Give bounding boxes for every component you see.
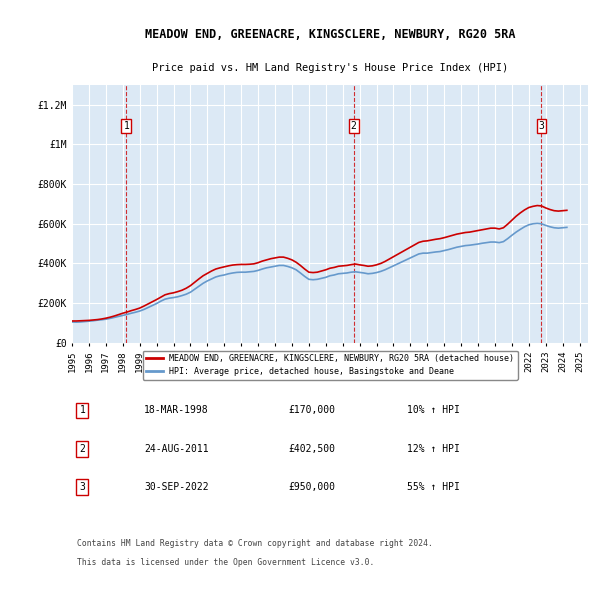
Text: 2: 2 bbox=[351, 121, 356, 131]
Text: 24-AUG-2011: 24-AUG-2011 bbox=[144, 444, 209, 454]
Legend: MEADOW END, GREENACRE, KINGSCLERE, NEWBURY, RG20 5RA (detached house), HPI: Aver: MEADOW END, GREENACRE, KINGSCLERE, NEWBU… bbox=[143, 351, 517, 379]
Text: 3: 3 bbox=[539, 121, 544, 131]
Text: 10% ↑ HPI: 10% ↑ HPI bbox=[407, 405, 460, 415]
Text: £170,000: £170,000 bbox=[289, 405, 336, 415]
Text: Price paid vs. HM Land Registry's House Price Index (HPI): Price paid vs. HM Land Registry's House … bbox=[152, 63, 508, 73]
Text: 2: 2 bbox=[79, 444, 85, 454]
Text: 1: 1 bbox=[124, 121, 129, 131]
Text: £402,500: £402,500 bbox=[289, 444, 336, 454]
Text: 3: 3 bbox=[79, 481, 85, 491]
Text: £950,000: £950,000 bbox=[289, 481, 336, 491]
Text: This data is licensed under the Open Government Licence v3.0.: This data is licensed under the Open Gov… bbox=[77, 559, 374, 568]
Text: Contains HM Land Registry data © Crown copyright and database right 2024.: Contains HM Land Registry data © Crown c… bbox=[77, 539, 433, 548]
Text: 55% ↑ HPI: 55% ↑ HPI bbox=[407, 481, 460, 491]
Text: 18-MAR-1998: 18-MAR-1998 bbox=[144, 405, 209, 415]
Text: 30-SEP-2022: 30-SEP-2022 bbox=[144, 481, 209, 491]
Text: 12% ↑ HPI: 12% ↑ HPI bbox=[407, 444, 460, 454]
Text: MEADOW END, GREENACRE, KINGSCLERE, NEWBURY, RG20 5RA: MEADOW END, GREENACRE, KINGSCLERE, NEWBU… bbox=[145, 28, 515, 41]
Text: 1: 1 bbox=[79, 405, 85, 415]
